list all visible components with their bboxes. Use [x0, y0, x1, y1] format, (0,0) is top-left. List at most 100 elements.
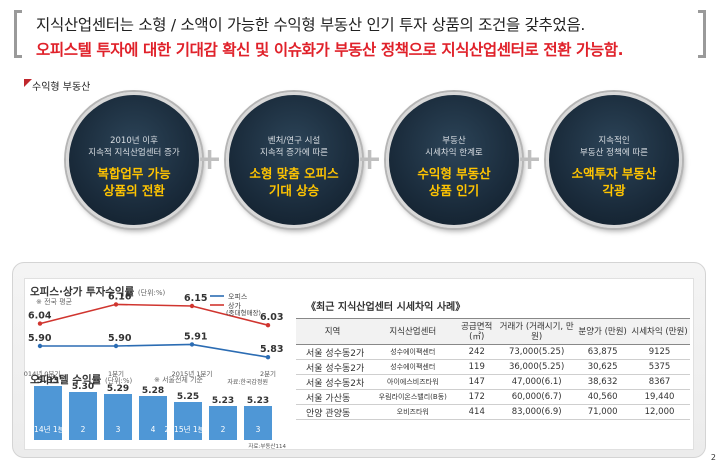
- circle-main-2a: 소형 맞춤 오피스: [249, 166, 339, 181]
- table-cell: 172: [456, 389, 498, 405]
- circle-item-1: 2010년 이후 지속적 지식산업센터 증가 복합업무 가능 상품의 전환: [66, 92, 202, 228]
- bar-value-label: 5.25: [177, 392, 199, 402]
- table-cell: 63,875: [576, 344, 630, 360]
- table-cell: 242: [456, 344, 498, 360]
- table-row: 서울 성수동2가 성수에이팩센터 242 73,000(5.25) 63,875 9125: [296, 344, 690, 360]
- series-point: [37, 321, 43, 326]
- price-gain-table: 지역 지식산업센터 공급면적 (㎡) 거래가 (거래시기, 만원) 분양가 (만…: [296, 318, 690, 420]
- table-cell: 서울 성수동2가: [296, 344, 370, 360]
- table-cell: 414: [456, 404, 498, 420]
- legend-note: (중대형매장): [226, 308, 261, 317]
- data-label: 6.16: [108, 291, 132, 302]
- x-tick-label: 2015년 1분기: [172, 369, 213, 378]
- circle-main-3b: 상품 인기: [428, 183, 480, 198]
- series-point: [113, 302, 119, 307]
- headline-line-1: 지식산업센터는 소형 / 소액이 가능한 수익형 부동산 인기 투자 상품의 조…: [36, 16, 586, 34]
- table-cell: 성수에이팩센터: [369, 344, 457, 360]
- table-cell: 60,000(6.7): [497, 389, 577, 405]
- circle-sub-2b: 지속적 증가에 따른: [260, 148, 328, 158]
- bar: [209, 406, 237, 440]
- bar-category-label: 2014년 1분기: [25, 424, 72, 434]
- circle-main-3a: 수익형 부동산: [417, 166, 491, 181]
- table-cell: 안양 관양동: [296, 404, 370, 420]
- table-row: 안양 관양동 오비즈타워 414 83,000(6.9) 71,000 12,000: [296, 404, 690, 420]
- data-label: 6.04: [28, 311, 52, 322]
- plus-sign-3: +: [517, 142, 543, 177]
- table-cell: 36,000(5.25): [497, 359, 577, 375]
- th-sale: 분양가 (만원): [576, 318, 630, 345]
- bar: [104, 394, 132, 440]
- table-cell: 71,000: [576, 404, 630, 420]
- th-price: 거래가 (거래시기, 만원): [497, 318, 577, 345]
- circle-main-4b: 각광: [602, 183, 626, 198]
- section-label: 수익형 부동산: [32, 82, 91, 93]
- table-row: 서울 성수동2차 아이에스비즈타워 147 47,000(6.1) 38,632 8367: [296, 374, 690, 390]
- table-cell: 5375: [629, 359, 690, 375]
- table-row: 서울 성수동2가 성수에이팩센터 119 36,000(5.25) 30,625 5375: [296, 359, 690, 375]
- circle-item-2: 벤처/연구 시설 지속적 증가에 따른 소형 맞춤 오피스 기대 상승: [226, 92, 362, 228]
- table-cell: 38,632: [576, 374, 630, 390]
- series-point: [265, 323, 271, 328]
- chart1-title-text: 오피스·상가 투자수익률: [30, 286, 135, 298]
- table-cell: 우림라이온스밸리(B동): [369, 389, 457, 405]
- th-center: 지식산업센터: [369, 318, 457, 345]
- table-cell: 서울 성수동2가: [296, 359, 370, 375]
- series-point: [189, 303, 195, 309]
- bar-value-label: 5.29: [107, 384, 129, 394]
- bar-value-label: 5.30: [72, 382, 94, 392]
- x-tick-label: 2분기: [260, 369, 276, 378]
- table-cell: 9125: [629, 344, 690, 360]
- section-marker-icon: [24, 79, 32, 87]
- bar: [69, 392, 97, 440]
- circle-sub-3b: 시세차익 한계로: [425, 148, 483, 158]
- plus-sign-1: +: [197, 142, 223, 177]
- plus-sign-2: +: [357, 142, 383, 177]
- table-cell: 47,000(6.1): [497, 374, 577, 390]
- table-cell: 73,000(5.25): [497, 344, 577, 360]
- chart2-title: 오피스텔 수익률 (단위:%): [30, 372, 132, 387]
- circle-item-3: 부동산 시세차익 한계로 수익형 부동산 상품 인기: [386, 92, 522, 228]
- bar-category-label: 3: [116, 425, 121, 434]
- table-cell: 서울 성수동2차: [296, 374, 370, 390]
- chart2-unit: (단위:%): [104, 377, 133, 385]
- table-cell: 아이에스비즈타워: [369, 374, 457, 390]
- bar-value-label: 5.28: [142, 386, 164, 396]
- circle-sub-1b: 지속적 지식산업센터 증가: [88, 148, 180, 158]
- series-point: [265, 355, 271, 360]
- table-cell: 성수에이팩센터: [369, 359, 457, 375]
- right-bracket: [698, 10, 706, 58]
- data-label: 6.03: [260, 312, 283, 323]
- bar-chart-note: ※ 서울전체 기준: [154, 375, 204, 384]
- th-region: 지역: [296, 318, 370, 345]
- line-chart-source: 자료:한국감정원: [227, 378, 268, 386]
- headline-line-2: 오피스텔 투자에 대한 기대감 확신 및 이슈화가 부동산 정책으로 지식산업센…: [36, 41, 624, 59]
- data-label: 5.91: [184, 331, 207, 342]
- table-cell: 8367: [629, 374, 690, 390]
- bar: [244, 406, 272, 440]
- x-tick-label: 2014년 0분기: [24, 369, 60, 378]
- chart1-title: 오피스·상가 투자수익률 (단위:%): [30, 284, 165, 299]
- bar-value-label: 5.23: [247, 396, 269, 406]
- circle-sub-2a: 벤처/연구 시설: [267, 136, 321, 146]
- x-tick-label: 1분기: [108, 369, 124, 378]
- th-area: 공급면적 (㎡): [456, 318, 498, 345]
- bar-value-label: 5.33: [37, 376, 59, 386]
- bar-category-label: 2: [221, 425, 226, 434]
- circle-main-1a: 복합업무 가능: [97, 166, 171, 181]
- table-cell: 119: [456, 359, 498, 375]
- bar-category-label: 3: [256, 425, 261, 434]
- table-cell: 서울 가산동: [296, 389, 370, 405]
- bar-chart-source: 자료:부동산114: [248, 442, 286, 450]
- circle-sub-4a: 지속적인: [598, 136, 630, 146]
- headline-box: 지식산업센터는 소형 / 소액이 가능한 수익형 부동산 인기 투자 상품의 조…: [14, 6, 706, 64]
- data-label: 5.90: [28, 333, 52, 344]
- series-line-1: [40, 343, 269, 358]
- series-point: [113, 343, 119, 349]
- chart1-unit: (단위:%): [137, 289, 166, 297]
- table-cell: 오비즈타워: [369, 404, 457, 420]
- table-cell: 30,625: [576, 359, 630, 375]
- th-gain: 시세차익 (만원): [629, 318, 690, 345]
- circle-sub-1a: 2010년 이후: [110, 136, 158, 146]
- series-point: [189, 342, 195, 347]
- page-number: 2: [710, 453, 716, 462]
